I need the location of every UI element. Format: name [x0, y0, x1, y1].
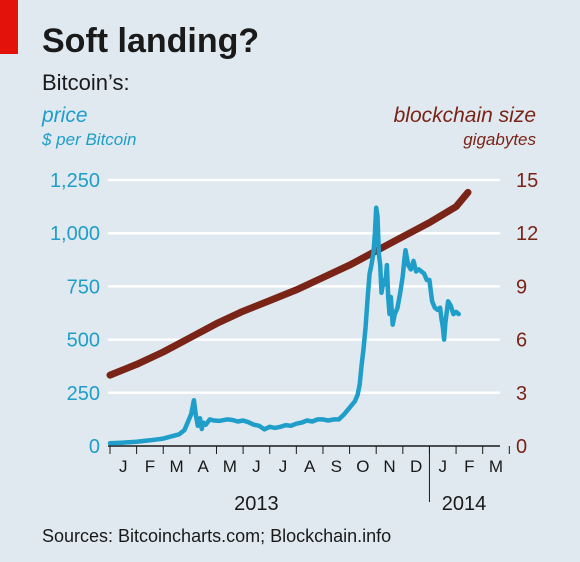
left-axis-tick-label: 500	[67, 330, 100, 352]
x-axis-month-label: A	[198, 457, 210, 476]
x-axis-month-label: J	[439, 457, 448, 476]
left-axis-tick-label: 750	[67, 276, 100, 298]
x-axis-month-label: F	[145, 457, 155, 476]
x-axis-year-label: 2013	[234, 493, 279, 515]
right-axis-tick-label: 0	[516, 436, 527, 458]
price-line	[107, 205, 461, 446]
chart-title: Soft landing?	[42, 22, 260, 60]
left-axis-tick-label: 1,000	[50, 223, 100, 245]
price-series-label: price	[42, 104, 88, 127]
x-axis-month-label: J	[279, 457, 288, 476]
x-axis-month-label: M	[489, 457, 503, 476]
x-axis-month-label: J	[119, 457, 128, 476]
right-axis-tick-label: 15	[516, 170, 538, 192]
left-axis-tick-label: 0	[89, 436, 100, 458]
right-axis-tick-label: 12	[516, 223, 538, 245]
x-axis-month-label: O	[356, 457, 369, 476]
x-axis-year-label: 2014	[442, 493, 487, 515]
left-axis-tick-label: 250	[67, 383, 100, 405]
x-axis-month-label: N	[383, 457, 395, 476]
source-note: Sources: Bitcoincharts.com; Blockchain.i…	[42, 526, 392, 546]
blockchain-series-label: blockchain size	[393, 104, 536, 127]
blockchain-unit-label: gigabytes	[463, 130, 536, 149]
x-axis-month-label: S	[331, 457, 342, 476]
x-axis-month-label: A	[304, 457, 316, 476]
right-axis-tick-label: 3	[516, 383, 527, 405]
price-unit-label: $ per Bitcoin	[42, 130, 137, 149]
x-axis-month-label: D	[410, 457, 422, 476]
x-axis-month-label: M	[223, 457, 237, 476]
x-axis-month-label: J	[252, 457, 261, 476]
accent-tab	[0, 0, 18, 54]
right-axis-tick-label: 6	[516, 330, 527, 352]
x-axis-month-label: M	[169, 457, 183, 476]
left-axis-tick-label: 1,250	[50, 170, 100, 192]
right-axis-tick-label: 9	[516, 276, 527, 298]
chart-subtitle: Bitcoin’s:	[42, 70, 130, 95]
blockchain-size-line	[106, 188, 472, 379]
x-axis-month-label: F	[464, 457, 474, 476]
